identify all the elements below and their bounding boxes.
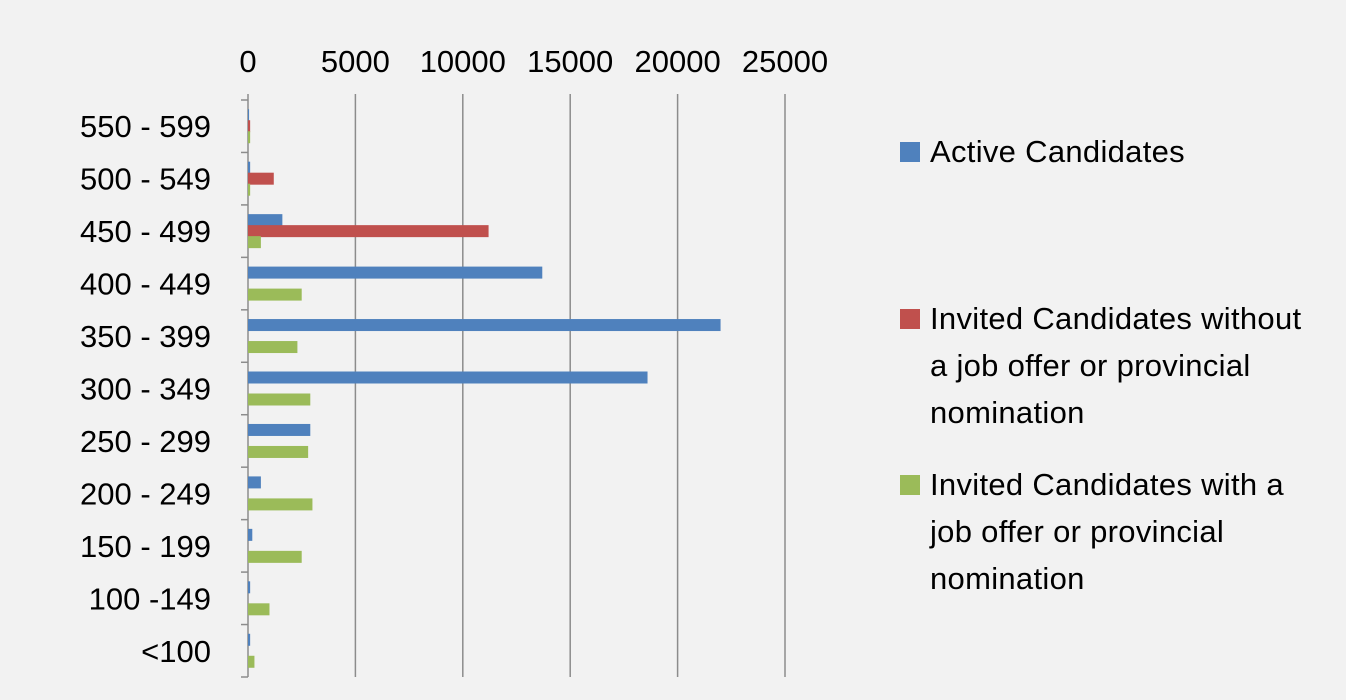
bar-series0-cat0 bbox=[248, 109, 250, 122]
x-tick-label: 25000 bbox=[742, 44, 828, 79]
legend-item-active: Active Candidates bbox=[900, 128, 1320, 175]
bars bbox=[248, 109, 721, 668]
y-tick-label: 250 - 299 bbox=[80, 424, 211, 459]
bar-series2-cat4 bbox=[248, 341, 298, 354]
x-tick-labels: 0 5000 10000 15000 20000 25000 bbox=[239, 44, 828, 79]
bar-series0-cat2 bbox=[248, 214, 283, 227]
y-tick-label: <100 bbox=[141, 634, 211, 669]
bar-series2-cat0 bbox=[248, 131, 251, 144]
bar-series0-cat10 bbox=[248, 633, 251, 646]
x-tick-label: 10000 bbox=[420, 44, 506, 79]
bar-series0-cat4 bbox=[248, 319, 721, 332]
bar-series0-cat7 bbox=[248, 476, 261, 489]
legend-item-invited-with-offer: Invited Candidates with a job offer or p… bbox=[900, 461, 1320, 602]
x-tick-label: 0 bbox=[239, 44, 256, 79]
legend-swatch-invited-without-offer bbox=[900, 309, 920, 329]
bar-series0-cat8 bbox=[248, 528, 253, 541]
bar-series0-cat1 bbox=[248, 161, 251, 174]
y-tick-label: 400 - 449 bbox=[80, 267, 211, 302]
x-tick-label: 15000 bbox=[527, 44, 613, 79]
bar-series0-cat5 bbox=[248, 371, 648, 384]
y-tick-label: 100 -149 bbox=[89, 581, 211, 616]
legend-label-invited-without-offer: Invited Candidates without a job offer o… bbox=[930, 301, 1302, 430]
bar-series1-cat2 bbox=[248, 225, 489, 238]
bar-series2-cat6 bbox=[248, 445, 309, 458]
bar-series2-cat3 bbox=[248, 288, 302, 301]
bar-series2-cat5 bbox=[248, 393, 311, 406]
gridlines bbox=[354, 100, 786, 677]
legend-swatch-invited-with-offer bbox=[900, 475, 920, 495]
bar-series2-cat8 bbox=[248, 550, 302, 563]
legend-label-invited-with-offer: Invited Candidates with a job offer or p… bbox=[930, 467, 1284, 596]
y-tick-label: 550 - 599 bbox=[80, 109, 211, 144]
x-tick-label: 20000 bbox=[634, 44, 720, 79]
bar-series0-cat9 bbox=[248, 581, 251, 594]
bar-series1-cat0 bbox=[248, 120, 251, 133]
bar-series2-cat9 bbox=[248, 603, 270, 616]
legend-item-invited-without-offer: Invited Candidates without a job offer o… bbox=[900, 295, 1320, 436]
x-tick-label: 5000 bbox=[321, 44, 390, 79]
y-tick-label: 450 - 499 bbox=[80, 214, 211, 249]
y-tick-label: 200 - 249 bbox=[80, 476, 211, 511]
y-tick-label: 150 - 199 bbox=[80, 529, 211, 564]
y-tick-labels: 550 - 599 500 - 549 450 - 499 400 - 449 350 … bbox=[80, 109, 211, 669]
y-tick-label: 300 - 349 bbox=[80, 372, 211, 407]
y-tick-label: 350 - 399 bbox=[80, 319, 211, 354]
legend-label-active: Active Candidates bbox=[930, 134, 1185, 169]
bar-series1-cat1 bbox=[248, 172, 274, 185]
bar-series0-cat6 bbox=[248, 423, 311, 436]
y-tick-label: 500 - 549 bbox=[80, 162, 211, 197]
bar-series2-cat7 bbox=[248, 498, 313, 511]
bar-series2-cat2 bbox=[248, 236, 261, 249]
bar-series0-cat3 bbox=[248, 266, 543, 279]
bar-series2-cat10 bbox=[248, 655, 255, 668]
legend-swatch-active bbox=[900, 142, 920, 162]
axes bbox=[241, 94, 786, 678]
bar-series2-cat1 bbox=[248, 183, 251, 196]
